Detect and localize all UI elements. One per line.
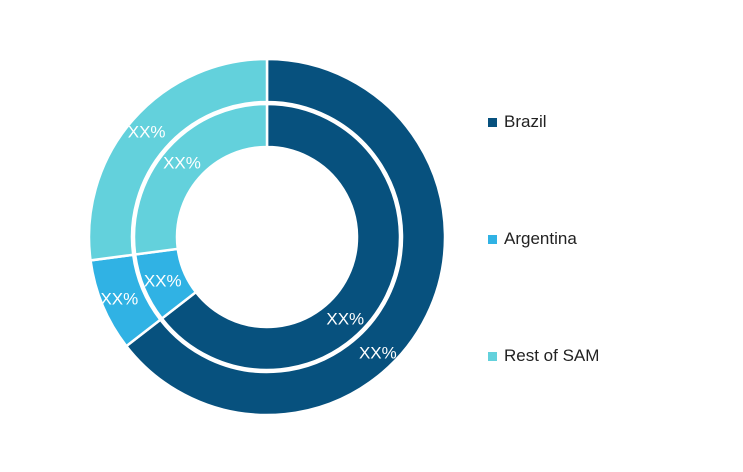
outer-slice-rest-of-sam	[87, 57, 269, 262]
donut-chart: XX% XX% XX% XX% XX% XX%	[87, 57, 447, 417]
legend-swatch-rest-of-sam	[488, 351, 497, 361]
legend-item-rest-of-sam: Rest of SAM	[488, 346, 599, 366]
inner-label-rest-of-sam: XX%	[163, 154, 201, 173]
legend: Brazil Argentina Rest of SAM	[488, 0, 728, 472]
inner-label-argentina: XX%	[144, 272, 182, 291]
outer-label-argentina: XX%	[100, 290, 138, 309]
legend-swatch-brazil	[488, 117, 497, 127]
legend-label-brazil: Brazil	[504, 112, 547, 131]
legend-label-argentina: Argentina	[504, 229, 577, 248]
outer-label-brazil: XX%	[359, 343, 397, 362]
legend-swatch-argentina	[488, 234, 497, 244]
inner-slice-brazil	[160, 102, 402, 372]
legend-item-brazil: Brazil	[488, 112, 547, 132]
legend-item-argentina: Argentina	[488, 229, 577, 249]
outer-slice-brazil	[124, 57, 447, 417]
inner-label-brazil: XX%	[326, 309, 364, 328]
legend-label-rest-of-sam: Rest of SAM	[504, 346, 600, 365]
outer-label-rest-of-sam: XX%	[128, 123, 166, 142]
inner-slice-rest-of-sam	[132, 102, 269, 256]
